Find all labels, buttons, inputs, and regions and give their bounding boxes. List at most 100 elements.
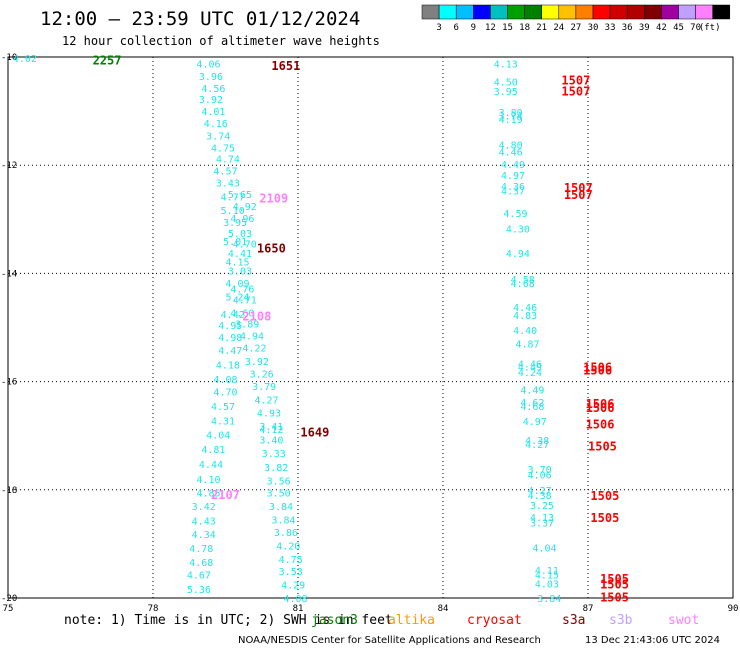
legend-swatch (421, 4, 440, 20)
legend-label: 18 (519, 23, 530, 33)
wave-height-label: 4.38 (528, 491, 552, 502)
wave-height-label: 4.27 (528, 486, 552, 497)
wave-height-label: 4.87 (516, 340, 540, 351)
wave-height-label: 3.95 (494, 87, 518, 98)
wave-height-label: 4.92 (233, 202, 257, 213)
wave-height-label: 4.08 (284, 594, 308, 605)
wave-height-label: 4.27 (255, 395, 279, 406)
wave-height-label: 4.95 (218, 321, 242, 332)
legend-swatch (575, 4, 594, 20)
legend-swatch (438, 4, 457, 20)
wave-height-label: 4.68 (520, 402, 544, 413)
legend-swatch (661, 4, 679, 20)
pass-time-label: 1651 (271, 59, 300, 73)
wave-height-label: 4.70 (213, 387, 237, 398)
wave-height-label: 3.70 (528, 465, 552, 476)
wave-height-label: 3.37 (530, 518, 554, 529)
wave-height-label: 4.58 (511, 275, 535, 286)
wave-height-label: 4.49 (518, 362, 542, 373)
wave-height-label: 5.36 (187, 585, 211, 596)
satellite-jason3: jason3 (311, 613, 358, 628)
wave-height-label: 4.04 (532, 544, 556, 555)
wave-height-label: 4.31 (211, 417, 235, 428)
legend-label: 36 (622, 23, 633, 33)
wave-height-label: 4.68 (189, 558, 213, 569)
wave-height-label: 4.15 (535, 571, 559, 582)
pass-time-label: 1505 (590, 489, 619, 503)
x-tick-label: 90 (728, 604, 739, 614)
legend-label: 30 (588, 23, 599, 33)
wave-height-label: 5.65 (228, 190, 252, 201)
wave-height-label: 3.82 (264, 463, 288, 474)
pass-time-label: 1507 (564, 181, 593, 195)
chart-subtitle: 12 hour collection of altimeter wave hei… (62, 34, 380, 48)
satellite-cryosat: cryosat (467, 613, 522, 628)
wave-height-label: 4.60 (230, 308, 254, 319)
grid-lines (8, 57, 733, 598)
legend-swatch (473, 4, 491, 20)
x-tick-label: 78 (148, 604, 159, 614)
wave-height-label: 4.40 (513, 326, 537, 337)
legend-label: 42 (656, 23, 667, 33)
pass-time-label: 1505 (588, 439, 617, 453)
wave-height-label: 3.89 (235, 320, 259, 331)
y-tick-label: -14 (1, 269, 17, 279)
wave-height-label: 4.13 (494, 59, 518, 70)
y-tick-label: -16 (1, 378, 17, 388)
satellite-altika: altika (388, 613, 435, 628)
wave-height-label: 4.08 (213, 375, 237, 386)
wave-height-label: 4.01 (201, 107, 225, 118)
pass-time-label: 2109 (259, 192, 288, 206)
pass-time-label: 1505 (590, 511, 619, 525)
wave-height-label: 4.56 (201, 84, 225, 95)
legend-label: 6 (453, 23, 458, 33)
wave-height-label: 4.36 (501, 182, 525, 193)
legend-label: 12 (485, 23, 496, 33)
wave-height-label: 4.81 (201, 445, 225, 456)
wave-height-label: 4.03 (535, 579, 559, 590)
wave-height-label: 3.80 (499, 108, 523, 119)
legend-swatch (592, 4, 611, 20)
pass-time-label: 1650 (257, 241, 286, 255)
plot-area: 75 78 81 84 87 90-10-12-14-16-18-20 4.02 4.063… (1, 53, 738, 614)
wave-height-label: 4.44 (199, 460, 223, 471)
pass-time-label: 1507 (561, 85, 590, 99)
wave-height-label: 4.38 (525, 436, 549, 447)
wave-height-label: 3.33 (262, 449, 286, 460)
wave-height-label: 4.94 (506, 249, 530, 260)
wave-height-label: 4.13 (530, 513, 554, 524)
wave-height-label: 4.75 (279, 555, 303, 566)
wave-height-label: 4.41 (228, 249, 252, 260)
pass-time-label: 1507 (561, 74, 590, 88)
footer-credit: NOAA/NESDIS Center for Satellite Applica… (238, 635, 541, 646)
legend-swatch (678, 4, 696, 20)
wave-height-label: 4.96 (230, 214, 254, 225)
wave-height-label: 4.34 (192, 530, 216, 541)
wave-height-label: 3.53 (279, 567, 303, 578)
wave-height-label: 4.11 (535, 566, 559, 577)
wave-height-label: 4.49 (520, 386, 544, 397)
wave-height-label: 4.59 (503, 209, 527, 220)
wave-height-label: 4.06 (528, 471, 552, 482)
wave-height-label: 4.67 (187, 571, 211, 582)
legend-swatch (490, 4, 508, 20)
axis-ticks: 75 78 81 84 87 90 -10 -12 -14 -16 -18 -20 (1, 53, 738, 614)
legend-swatch (609, 4, 628, 20)
pass-time-label: 2108 (242, 310, 271, 324)
wave-height-label: 4.19 (499, 115, 523, 126)
legend-label: 15 (502, 23, 513, 33)
wave-height-label: 4.78 (189, 544, 213, 555)
x-tick-label: 87 (583, 604, 594, 614)
legend-swatch (455, 4, 474, 20)
wave-height-label: 4.27 (525, 440, 549, 451)
legend-label: 9 (471, 23, 476, 33)
x-tick-label: 75 (3, 604, 14, 614)
y-tick-label: -12 (1, 161, 17, 171)
wave-height-label: 4.93 (257, 408, 281, 419)
pass-time-label: 1505 (600, 590, 629, 604)
wave-height-label: 4.80 (499, 141, 523, 152)
wave-height-label: 3.56 (267, 477, 291, 488)
wave-height-label: 3.92 (245, 357, 269, 368)
wave-height-label: 3.40 (259, 435, 283, 446)
satellite-s3a: s3a (562, 613, 585, 628)
